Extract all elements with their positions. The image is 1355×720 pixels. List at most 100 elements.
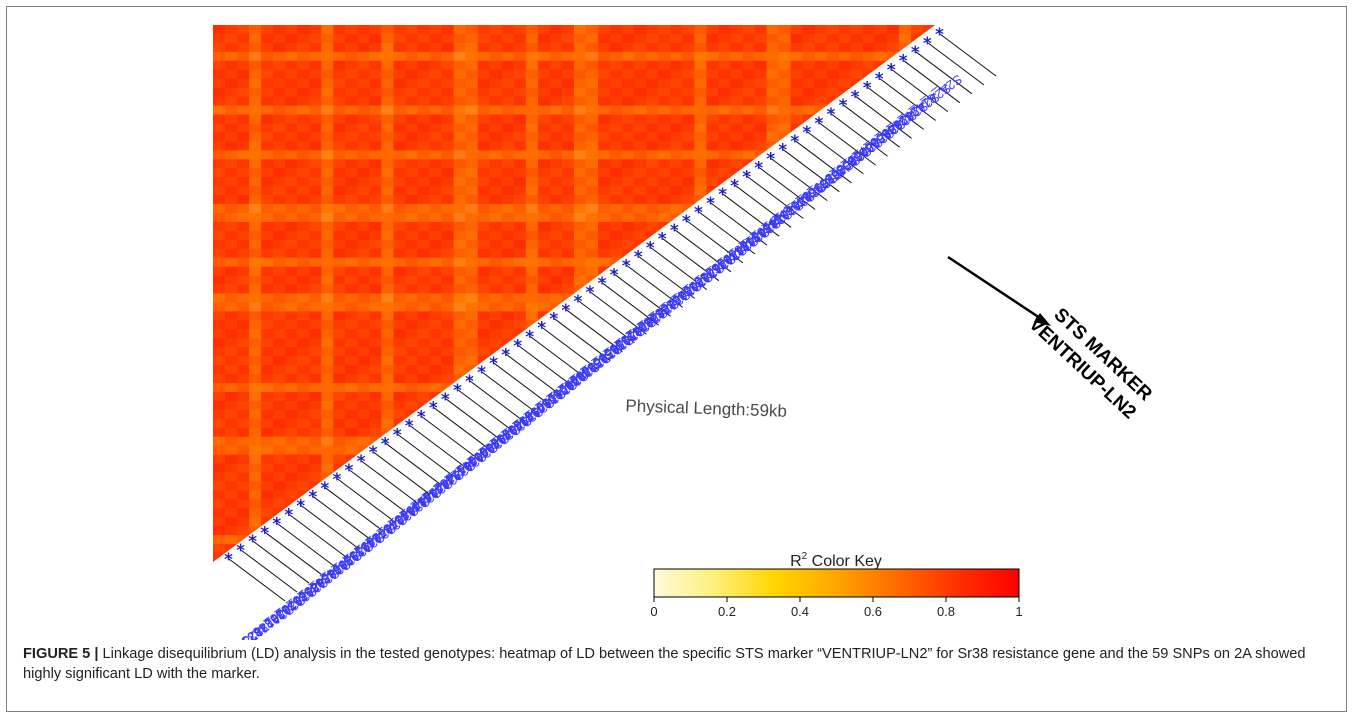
heatmap-cell xyxy=(225,383,238,393)
heatmap-cell xyxy=(514,231,527,241)
heatmap-cell xyxy=(345,123,358,133)
physical-length-label: Physical Length:59kb xyxy=(625,396,787,421)
heatmap-cell xyxy=(261,61,274,71)
heatmap-cell xyxy=(538,61,551,71)
marker-star: * xyxy=(778,141,787,161)
heatmap-cell xyxy=(658,177,671,187)
heatmap-cell xyxy=(249,428,262,438)
heatmap-cell xyxy=(478,43,491,53)
heatmap-cell xyxy=(297,419,310,429)
heatmap-cell xyxy=(309,141,322,151)
heatmap-cell xyxy=(309,285,322,295)
heatmap-cell xyxy=(502,276,515,286)
heatmap-cell xyxy=(718,106,731,116)
heatmap-cell xyxy=(309,311,322,321)
heatmap-cell xyxy=(345,329,358,339)
heatmap-cell xyxy=(213,249,226,259)
heatmap-cell xyxy=(381,329,394,339)
heatmap-cell xyxy=(237,437,250,447)
heatmap-cell xyxy=(261,481,274,491)
heatmap-cell xyxy=(406,88,419,98)
heatmap-cell xyxy=(502,267,515,277)
heatmap-cell xyxy=(285,446,298,456)
heatmap-cell xyxy=(418,52,431,62)
heatmap-cell xyxy=(514,267,527,277)
heatmap-cell xyxy=(646,141,659,151)
heatmap-cell xyxy=(261,115,274,125)
heatmap-cell xyxy=(273,302,286,312)
heatmap-cell xyxy=(502,258,515,268)
heatmap-cell xyxy=(261,88,274,98)
heatmap-cell xyxy=(297,258,310,268)
heatmap-cell xyxy=(321,97,334,107)
heatmap-cell xyxy=(454,106,467,116)
heatmap-cell xyxy=(634,106,647,116)
heatmap-cell xyxy=(381,213,394,223)
heatmap-cell xyxy=(297,141,310,151)
heatmap-cell xyxy=(381,88,394,98)
heatmap-cell xyxy=(261,374,274,384)
heatmap-cell xyxy=(321,61,334,71)
heatmap-cell xyxy=(574,267,587,277)
heatmap-cell xyxy=(658,88,671,98)
heatmap-cell xyxy=(538,123,551,133)
heatmap-cell xyxy=(237,61,250,71)
heatmap-cell xyxy=(261,490,274,500)
heatmap-cell xyxy=(213,186,226,196)
heatmap-cell xyxy=(261,204,274,214)
heatmap-cell xyxy=(767,115,780,125)
heatmap-cell xyxy=(478,106,491,116)
heatmap-cell xyxy=(237,159,250,169)
heatmap-cell xyxy=(285,356,298,366)
heatmap-cell xyxy=(309,338,322,348)
heatmap-cell xyxy=(297,106,310,116)
heatmap-cell xyxy=(273,374,286,384)
heatmap-cell xyxy=(430,338,443,348)
heatmap-cell xyxy=(706,177,719,187)
marker-connector xyxy=(434,408,490,450)
heatmap-cell xyxy=(550,276,563,286)
marker-connector xyxy=(253,541,309,583)
heatmap-cell xyxy=(213,410,226,420)
heatmap-cell xyxy=(357,195,370,205)
heatmap-cell xyxy=(261,249,274,259)
heatmap-cell xyxy=(285,132,298,142)
heatmap-cell xyxy=(502,70,515,80)
heatmap-cell xyxy=(430,177,443,187)
heatmap-cell xyxy=(562,106,575,116)
heatmap-cell xyxy=(430,258,443,268)
heatmap-cell xyxy=(779,115,792,125)
heatmap-cell xyxy=(406,329,419,339)
heatmap-cell xyxy=(273,356,286,366)
heatmap-cell xyxy=(634,43,647,53)
heatmap-cell xyxy=(767,61,780,71)
heatmap-cell xyxy=(442,168,455,178)
heatmap-cell xyxy=(478,132,491,142)
heatmap-cell xyxy=(394,311,407,321)
heatmap-cell xyxy=(466,34,479,44)
heatmap-cell xyxy=(357,365,370,375)
heatmap-cell xyxy=(273,61,286,71)
heatmap-cell xyxy=(442,204,455,214)
heatmap-cell xyxy=(454,294,467,304)
heatmap-cell xyxy=(394,168,407,178)
heatmap-cell xyxy=(466,132,479,142)
heatmap-cell xyxy=(538,240,551,250)
heatmap-cell xyxy=(682,150,695,160)
heatmap-cell xyxy=(622,150,635,160)
heatmap-cell xyxy=(297,213,310,223)
heatmap-cell xyxy=(466,186,479,196)
heatmap-cell xyxy=(406,141,419,151)
heatmap-cell xyxy=(321,222,334,232)
heatmap-cell xyxy=(682,34,695,44)
heatmap-cell xyxy=(225,240,238,250)
heatmap-cell xyxy=(213,34,226,44)
heatmap-cell xyxy=(478,34,491,44)
heatmap-cell xyxy=(430,249,443,259)
heatmap-cell xyxy=(285,302,298,312)
heatmap-cell xyxy=(406,25,419,35)
heatmap-cell xyxy=(502,249,515,259)
heatmap-cell xyxy=(430,97,443,107)
marker-connector xyxy=(386,443,442,485)
heatmap-cell xyxy=(430,186,443,196)
